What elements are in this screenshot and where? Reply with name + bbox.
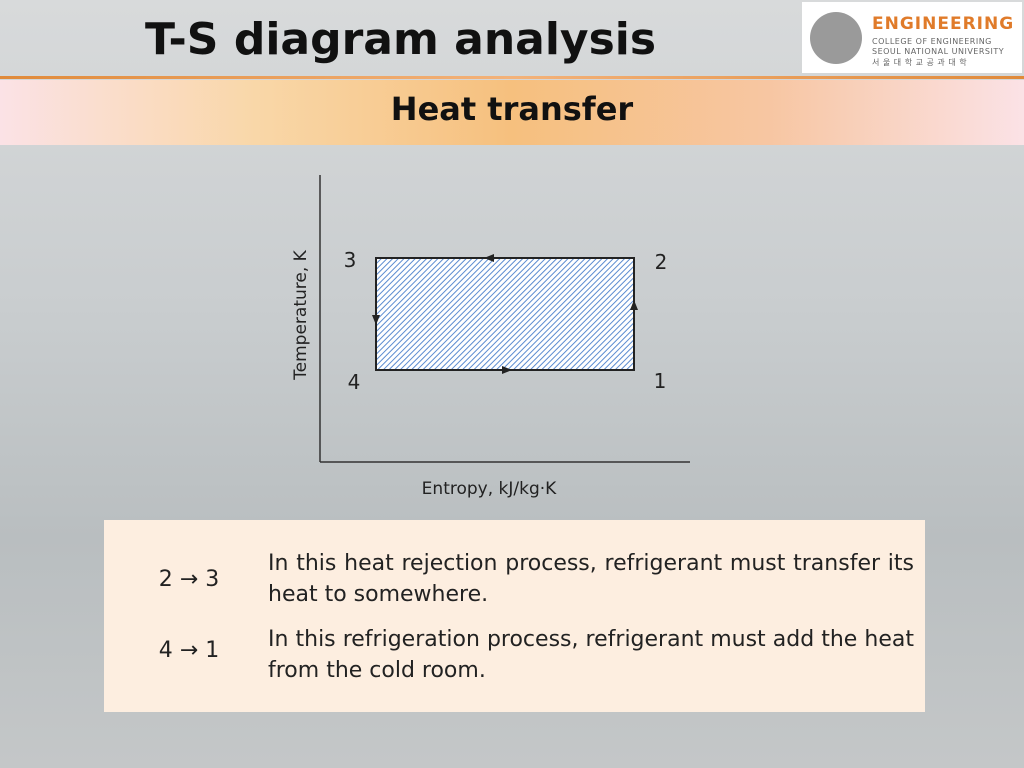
logo-seal (810, 12, 862, 64)
process-label: 2 → 3 (158, 567, 220, 592)
point-label: 3 (344, 248, 357, 272)
logo-line: 서 울 대 학 교 공 과 대 학 (872, 58, 968, 67)
subtitle: Heat transfer (390, 90, 634, 128)
point-label: 4 (348, 370, 361, 394)
arrow (502, 366, 512, 374)
point-label: 1 (654, 369, 667, 393)
y-axis-label: Temperature, K (291, 249, 311, 380)
logo: ENGINEERING COLLEGE OF ENGINEERING SEOUL… (802, 2, 1022, 73)
subtitle-band (0, 80, 1024, 145)
cycle-area (375, 257, 635, 371)
arrow (372, 315, 380, 325)
header-rule (0, 76, 1024, 79)
slide-title: T-S diagram analysis (145, 14, 657, 65)
arrow (630, 300, 638, 310)
process-label: 4 → 1 (158, 638, 220, 663)
process-description: In this refrigeration process, refrigera… (268, 627, 914, 683)
x-axis-label: Entropy, kJ/kg·K (422, 479, 557, 499)
arrow (484, 254, 494, 262)
process-description: In this heat rejection process, refriger… (268, 551, 914, 607)
logo-line: SEOUL NATIONAL UNIVERSITY (872, 47, 1005, 56)
point-label: 2 (655, 250, 668, 274)
process-table: 2 → 3 In this heat rejection process, re… (104, 520, 925, 712)
logo-line: COLLEGE OF ENGINEERING (872, 37, 992, 46)
logo-name: ENGINEERING (872, 14, 1015, 34)
